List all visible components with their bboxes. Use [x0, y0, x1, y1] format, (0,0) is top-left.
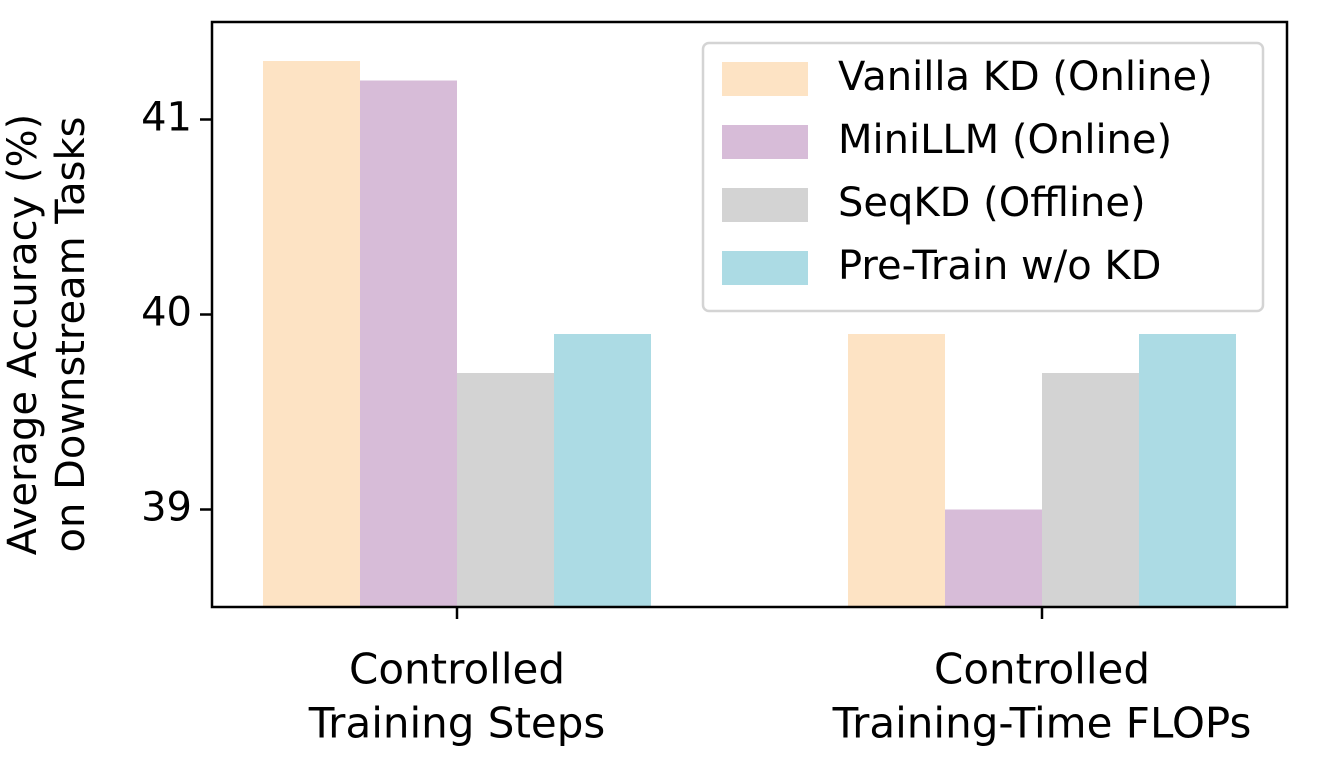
y-tick-label-3: 41 [141, 95, 192, 141]
x-tick-label-2-line-2: Training-Time FLOPs [832, 699, 1252, 748]
legend-swatch-2 [722, 125, 808, 159]
bar-3-2 [1042, 373, 1139, 607]
legend-swatch-3 [722, 188, 808, 222]
y-axis-label-line-1: Average Accuracy (%) [0, 114, 46, 556]
y-tick-label-2: 40 [141, 290, 192, 336]
bar-2-1 [360, 80, 457, 607]
y-axis: 39 40 41 [141, 95, 212, 531]
y-axis-label: Average Accuracy (%) on Downstream Tasks [0, 114, 94, 556]
legend-swatch-1 [722, 62, 808, 96]
x-axis: Controlled Training Steps Controlled Traini… [308, 607, 1252, 748]
bar-4-2 [1139, 334, 1236, 607]
y-axis-label-line-2: on Downstream Tasks [48, 117, 94, 553]
legend-label-1: Vanilla KD (Online) [838, 54, 1213, 100]
bar-4-1 [554, 334, 651, 607]
legend-box [701, 41, 1265, 313]
bar-3-1 [457, 373, 554, 607]
legend-label-3: SeqKD (Offline) [838, 180, 1146, 226]
bars-group [263, 61, 1236, 607]
bar-1-2 [848, 334, 945, 607]
bar-1-1 [263, 61, 360, 607]
legend-label-4: Pre-Train w/o KD [838, 243, 1161, 289]
legend: Vanilla KD (Online) MiniLLM (Online) SeqKD… [701, 41, 1265, 313]
x-tick-label-2-line-1: Controlled [934, 645, 1150, 694]
x-tick-label-1-line-1: Controlled [349, 645, 565, 694]
legend-label-2: MiniLLM (Online) [838, 117, 1172, 163]
bar-2-2 [945, 509, 1042, 607]
y-tick-label-1: 39 [141, 485, 192, 531]
legend-swatch-4 [722, 251, 808, 285]
x-tick-label-1-line-2: Training Steps [308, 699, 606, 748]
